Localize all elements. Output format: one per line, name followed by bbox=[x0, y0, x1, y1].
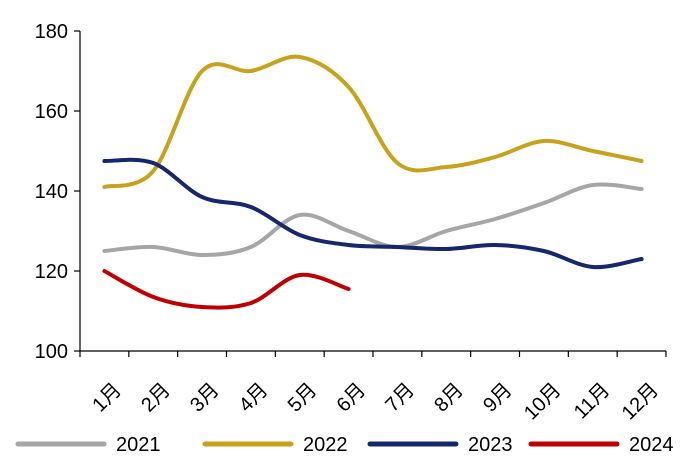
x-tick-label: 3月 bbox=[186, 379, 224, 417]
x-tick-label: 2月 bbox=[137, 379, 175, 417]
x-tick-label: 1月 bbox=[88, 379, 126, 417]
x-tick-label: 12月 bbox=[618, 379, 663, 424]
y-tick-label: 180 bbox=[35, 21, 68, 43]
x-tick-label: 10月 bbox=[520, 379, 565, 424]
legend-label-2021: 2021 bbox=[116, 434, 161, 456]
series-line-2023 bbox=[102, 157, 644, 270]
legend-label-2024: 2024 bbox=[629, 434, 674, 456]
y-axis-tick-labels: 100 120 140 160 180 bbox=[35, 21, 68, 363]
y-tick-label: 160 bbox=[35, 101, 68, 123]
x-tick-label: 11月 bbox=[570, 379, 614, 423]
series-line-2021 bbox=[102, 182, 644, 257]
y-tick-label: 100 bbox=[35, 341, 68, 363]
x-axis-tick-labels: 1月 2月 3月 4月 5月 6月 7月 8月 9月 10月 11月 12月 bbox=[88, 379, 663, 424]
y-tick-label: 120 bbox=[35, 261, 68, 283]
series-lines bbox=[102, 54, 644, 310]
legend-label-2023: 2023 bbox=[468, 434, 513, 456]
x-tick-label: 9月 bbox=[479, 379, 517, 417]
x-tick-label: 4月 bbox=[235, 379, 273, 417]
legend: 2021 2022 2023 2024 bbox=[15, 434, 674, 456]
axes bbox=[74, 30, 667, 357]
legend-label-2022: 2022 bbox=[303, 434, 348, 456]
series-line-2022 bbox=[102, 54, 644, 189]
x-tick-label: 7月 bbox=[381, 379, 419, 417]
x-tick-label: 8月 bbox=[430, 379, 468, 417]
x-tick-label: 6月 bbox=[333, 379, 371, 417]
series-line-2024 bbox=[102, 269, 351, 310]
x-tick-label: 5月 bbox=[284, 379, 322, 417]
y-tick-label: 140 bbox=[35, 181, 68, 203]
